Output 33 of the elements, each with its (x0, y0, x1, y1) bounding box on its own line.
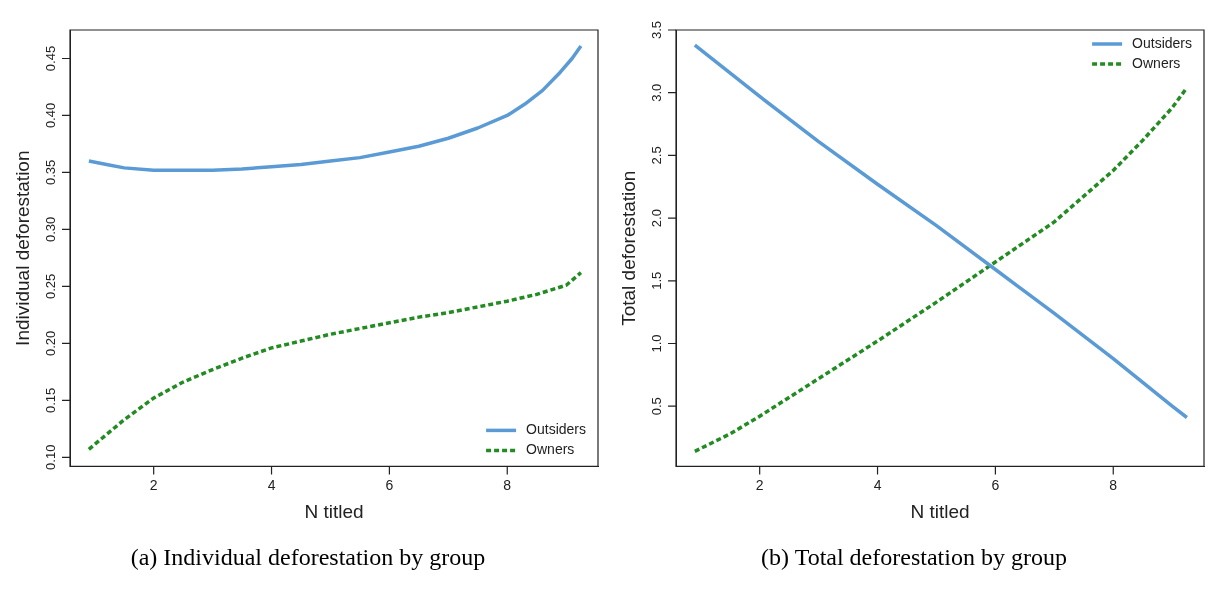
y-axis-title: Individual deforestation (11, 150, 33, 346)
x-tick-label: 6 (991, 476, 1000, 493)
text: (a) Individual deforestation by group (129, 544, 487, 571)
y-tick-label: 0.40 (43, 102, 59, 129)
y-tick-label: 1.5 (649, 271, 665, 290)
legend-label: Owners (526, 441, 575, 458)
y-tick-label: 3.0 (649, 83, 665, 102)
y-tick-label: 0.15 (43, 387, 59, 413)
x-tick-label: 8 (1109, 476, 1118, 493)
y-tick-label: 0.10 (43, 444, 59, 470)
x-tick-label: 2 (149, 476, 158, 493)
y-tick-label: 0.20 (43, 330, 59, 356)
legend-label: Outsiders (526, 421, 587, 438)
x-axis-title: N titled (304, 500, 364, 522)
x-tick-label: 2 (755, 476, 764, 493)
x-tick-label: 6 (385, 476, 394, 493)
x-tick-label: 4 (873, 476, 882, 493)
y-tick-label: 3.5 (649, 20, 665, 40)
x-axis-title: N titled (910, 500, 970, 522)
y-tick-label: 0.25 (43, 273, 59, 300)
y-tick-label: 0.45 (43, 45, 59, 72)
y-tick-label: 1.0 (649, 334, 665, 353)
x-tick-label: 4 (267, 476, 276, 493)
y-tick-label: 0.30 (43, 216, 59, 243)
y-tick-label: 0.5 (649, 397, 665, 416)
legend-label: Outsiders (1132, 34, 1193, 51)
y-tick-label: 2.0 (649, 209, 665, 228)
x-tick-label: 8 (503, 476, 512, 493)
y-tick-label: 2.5 (649, 146, 665, 165)
legend-label: Owners (1132, 54, 1181, 71)
text: (b) Total deforestation by group (760, 544, 1068, 571)
y-tick-label: 0.35 (43, 159, 59, 186)
y-axis-title: Total deforestation (617, 170, 639, 326)
